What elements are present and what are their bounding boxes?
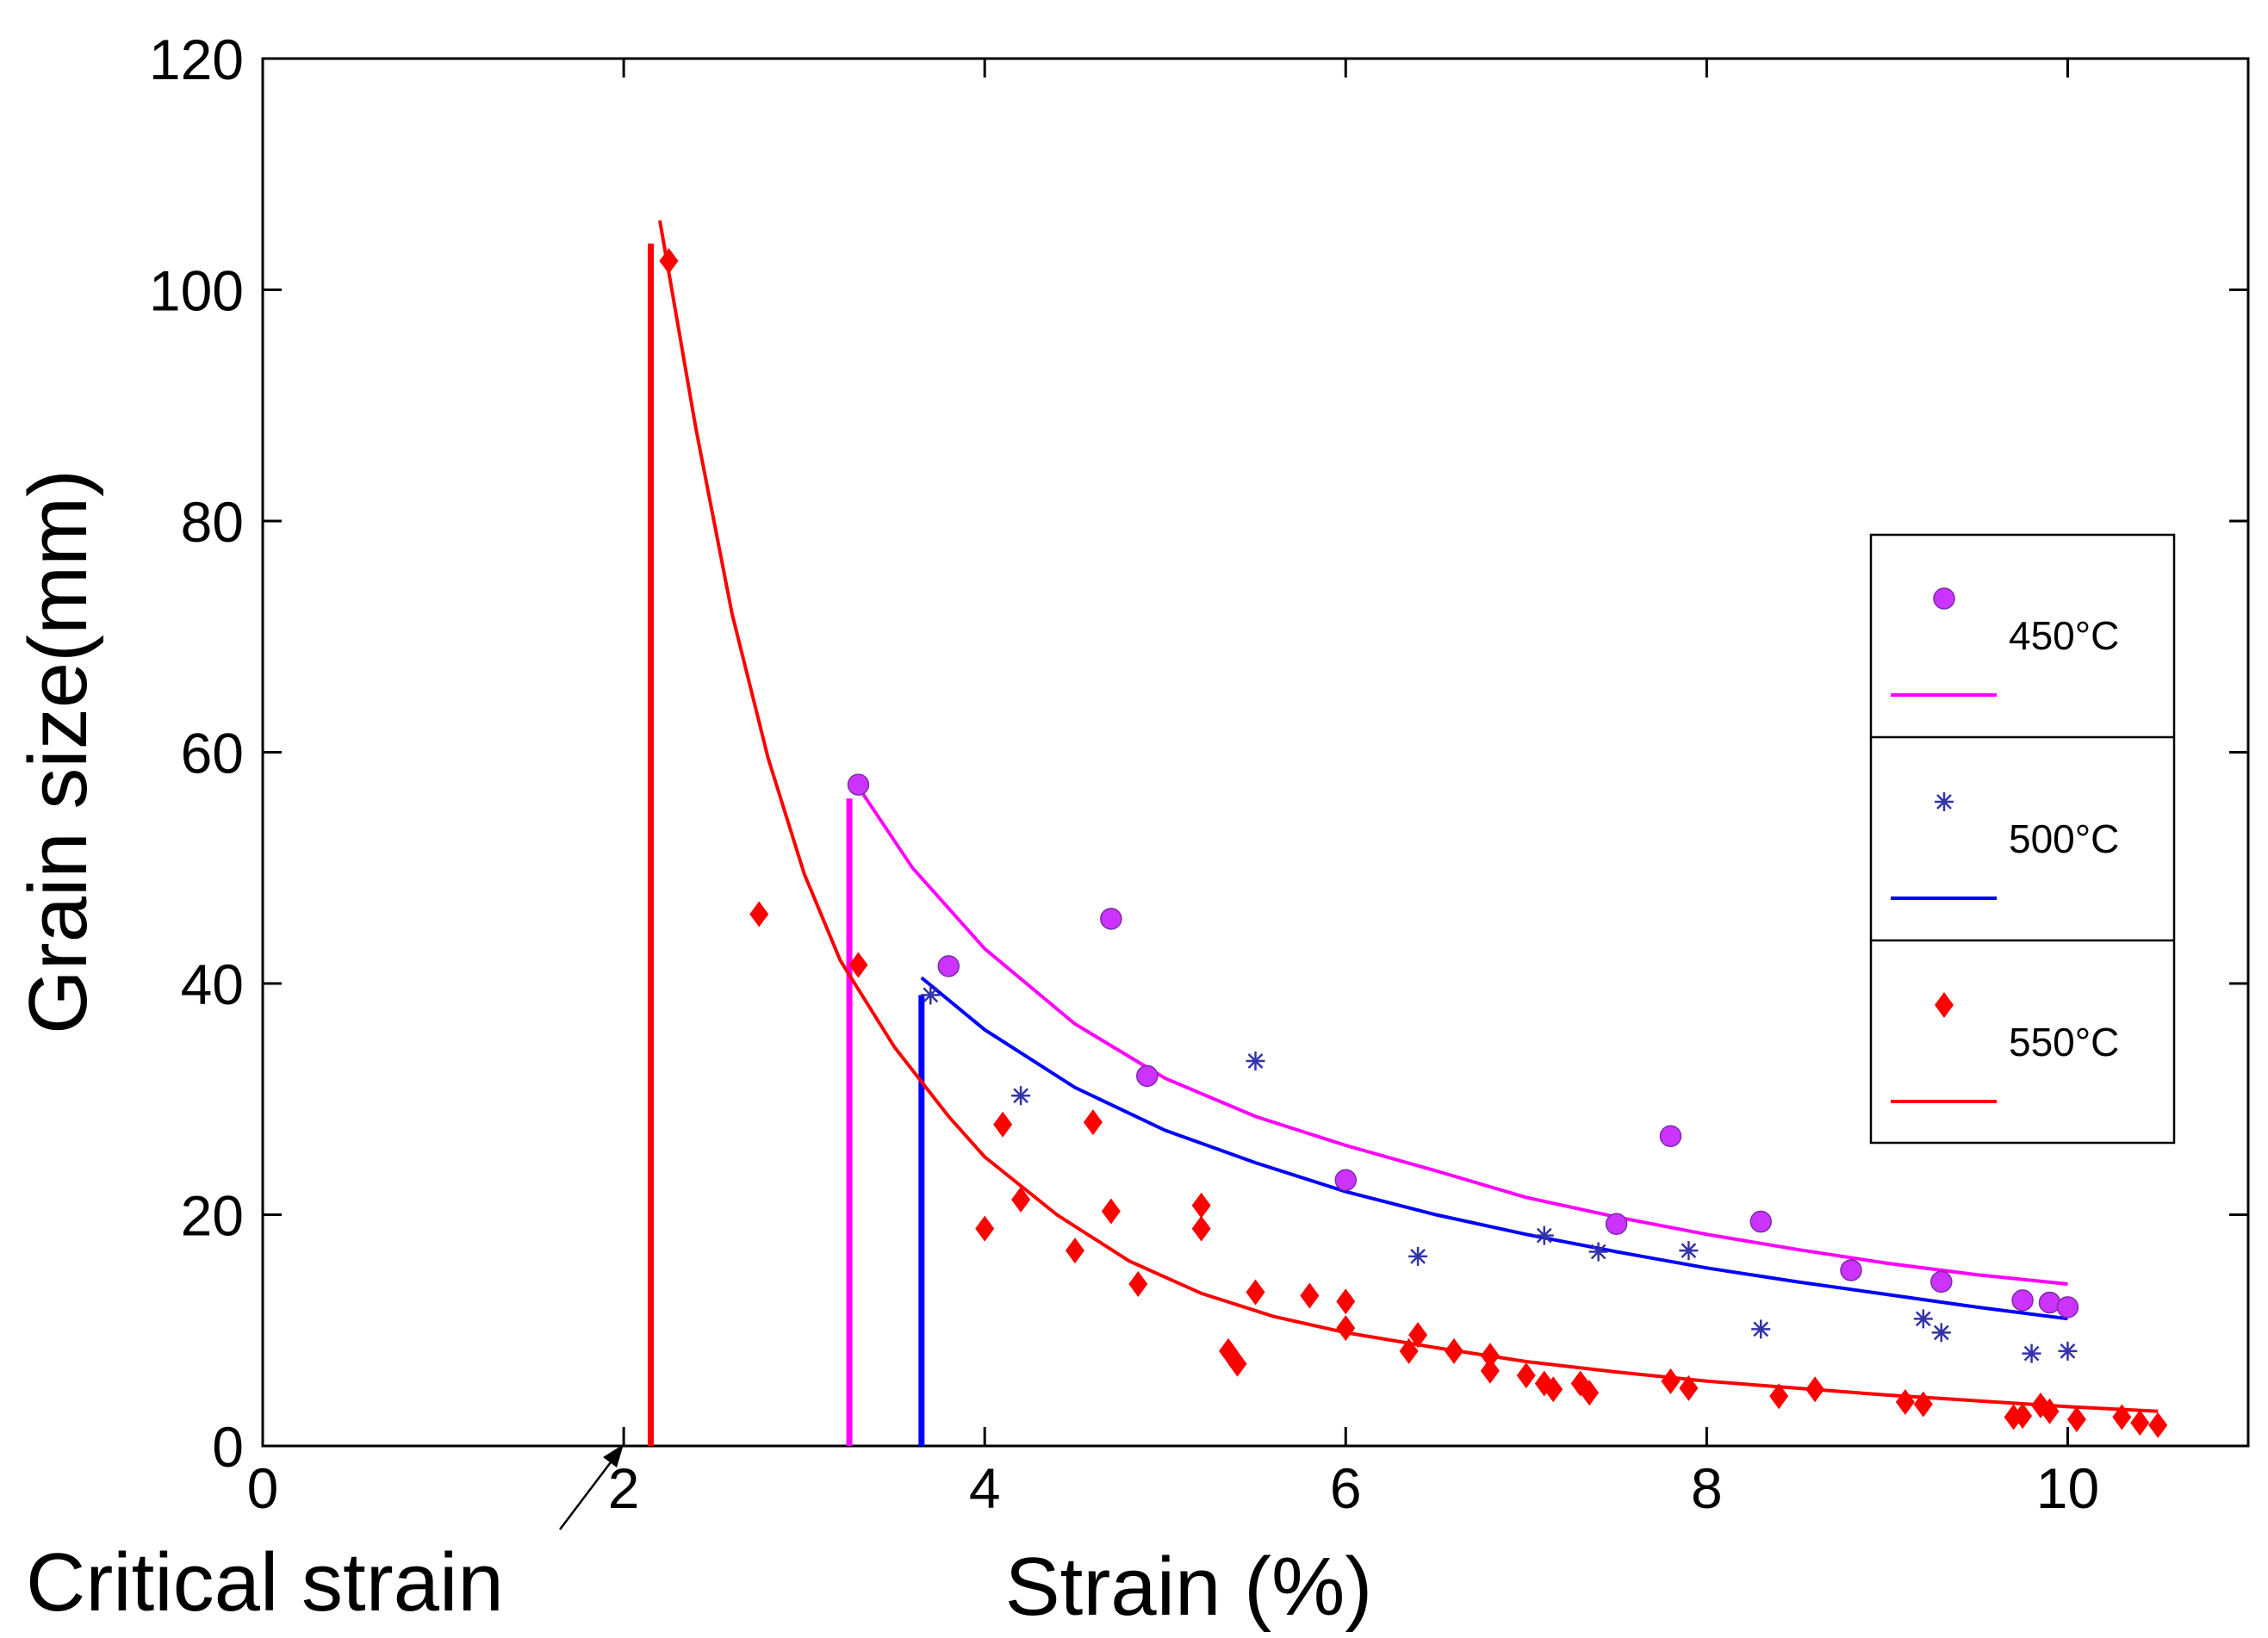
data-point-450 xyxy=(2056,1296,2079,1318)
legend-marker-550 xyxy=(1935,992,1954,1018)
data-point-550 xyxy=(848,952,868,978)
data-point-550 xyxy=(1128,1271,1148,1298)
data-point-550 xyxy=(1408,1322,1428,1349)
data-point-550 xyxy=(975,1215,995,1242)
x-tick-label: 8 xyxy=(1691,1456,1723,1520)
data-point-550 xyxy=(1516,1362,1536,1389)
fit-curves xyxy=(658,220,2159,1413)
data-point-550 xyxy=(1805,1376,1825,1403)
data-point-500 xyxy=(1408,1246,1428,1266)
data-point-450 xyxy=(2038,1291,2061,1314)
data-point-550 xyxy=(1191,1215,1211,1242)
y-tick-label: 40 xyxy=(181,952,244,1016)
data-point-550 xyxy=(1445,1337,1463,1364)
data-point-550 xyxy=(1580,1380,1600,1406)
fit-curve-450 xyxy=(856,785,2068,1286)
data-point-550 xyxy=(1895,1388,1915,1415)
x-tick-label: 6 xyxy=(1330,1456,1362,1520)
data-point-500 xyxy=(1011,1086,1031,1106)
data-point-550 xyxy=(2112,1404,2132,1430)
legend: 450°C 500°C 550°C xyxy=(1869,533,2176,1145)
data-markers xyxy=(659,247,2168,1438)
fit-curve-500 xyxy=(920,976,2068,1321)
data-point-550 xyxy=(993,1111,1013,1138)
data-point-450 xyxy=(1136,1064,1159,1088)
data-point-550 xyxy=(749,901,769,928)
data-point-550 xyxy=(1336,1288,1356,1315)
y-tick-label: 0 xyxy=(212,1415,244,1479)
data-point-550 xyxy=(1300,1282,1320,1309)
data-point-450 xyxy=(1749,1210,1772,1233)
critical-strain-arrow xyxy=(559,1451,619,1530)
data-point-450 xyxy=(2011,1289,2034,1312)
data-point-500 xyxy=(1679,1241,1699,1261)
data-point-500 xyxy=(921,985,941,1005)
legend-label-550: 550°C xyxy=(2009,1020,2119,1064)
data-point-500 xyxy=(1751,1319,1771,1339)
data-point-450 xyxy=(1605,1213,1628,1235)
legend-label-500: 500°C xyxy=(2009,816,2119,861)
data-point-500 xyxy=(2058,1341,2078,1361)
x-tick-label: 4 xyxy=(969,1456,1001,1520)
data-point-450 xyxy=(847,773,870,796)
data-point-550 xyxy=(1101,1198,1121,1225)
data-point-550 xyxy=(1544,1376,1563,1403)
y-tick-label: 20 xyxy=(181,1184,244,1248)
data-point-500 xyxy=(1246,1051,1265,1070)
axis-ticks xyxy=(261,57,2248,1448)
data-point-550 xyxy=(2013,1403,2033,1430)
y-tick-label: 100 xyxy=(149,259,244,323)
x-axis-title: Strain (%) xyxy=(1005,1541,1373,1633)
data-point-550 xyxy=(1227,1350,1247,1377)
data-point-550 xyxy=(1480,1343,1500,1369)
data-point-550 xyxy=(659,247,679,274)
data-point-500 xyxy=(1931,1323,1951,1343)
data-point-500 xyxy=(1534,1225,1554,1245)
legend-marker-450 xyxy=(1933,587,1955,610)
data-point-450 xyxy=(1659,1125,1682,1147)
data-point-500 xyxy=(2022,1343,2041,1363)
data-point-500 xyxy=(1913,1309,1933,1329)
data-point-550 xyxy=(1769,1383,1789,1410)
data-point-550 xyxy=(1246,1279,1265,1306)
data-point-550 xyxy=(1399,1337,1419,1364)
data-point-550 xyxy=(1065,1238,1084,1264)
data-point-550 xyxy=(1083,1109,1103,1136)
data-point-550 xyxy=(2040,1398,2060,1424)
fit-curve-550 xyxy=(658,220,2159,1413)
legend-marker-500 xyxy=(1935,792,1954,811)
x-tick-label: 10 xyxy=(2036,1456,2099,1520)
data-point-550 xyxy=(1191,1192,1211,1219)
legend-label-450: 450°C xyxy=(2009,613,2119,658)
data-point-550 xyxy=(1913,1391,1933,1418)
data-point-550 xyxy=(1661,1368,1681,1394)
y-tick-label: 60 xyxy=(181,722,244,785)
data-point-550 xyxy=(1480,1357,1500,1384)
data-point-550 xyxy=(1336,1315,1356,1342)
legend-box xyxy=(1869,533,2176,1145)
data-point-450 xyxy=(1334,1169,1358,1191)
y-tick-label: 120 xyxy=(149,28,244,91)
data-point-500 xyxy=(1588,1242,1608,1262)
data-point-550 xyxy=(1011,1187,1031,1213)
data-point-450 xyxy=(1100,908,1122,930)
data-point-450 xyxy=(1930,1270,1953,1294)
data-point-550 xyxy=(2066,1406,2086,1433)
data-point-550 xyxy=(2130,1410,2150,1436)
y-axis-title: Grain size(mm) xyxy=(12,469,104,1034)
critical-strain-annotation: Critical strain xyxy=(26,1536,504,1629)
data-point-450 xyxy=(937,955,960,977)
y-tick-label: 80 xyxy=(181,490,244,554)
data-point-550 xyxy=(1679,1374,1699,1401)
x-tick-label: 2 xyxy=(608,1456,640,1520)
x-tick-label: 0 xyxy=(247,1456,279,1520)
data-point-450 xyxy=(1840,1259,1862,1281)
critical-strain-lines xyxy=(648,243,925,1446)
data-point-550 xyxy=(2148,1412,2168,1438)
critical-strain-arrow-head xyxy=(603,1444,624,1467)
